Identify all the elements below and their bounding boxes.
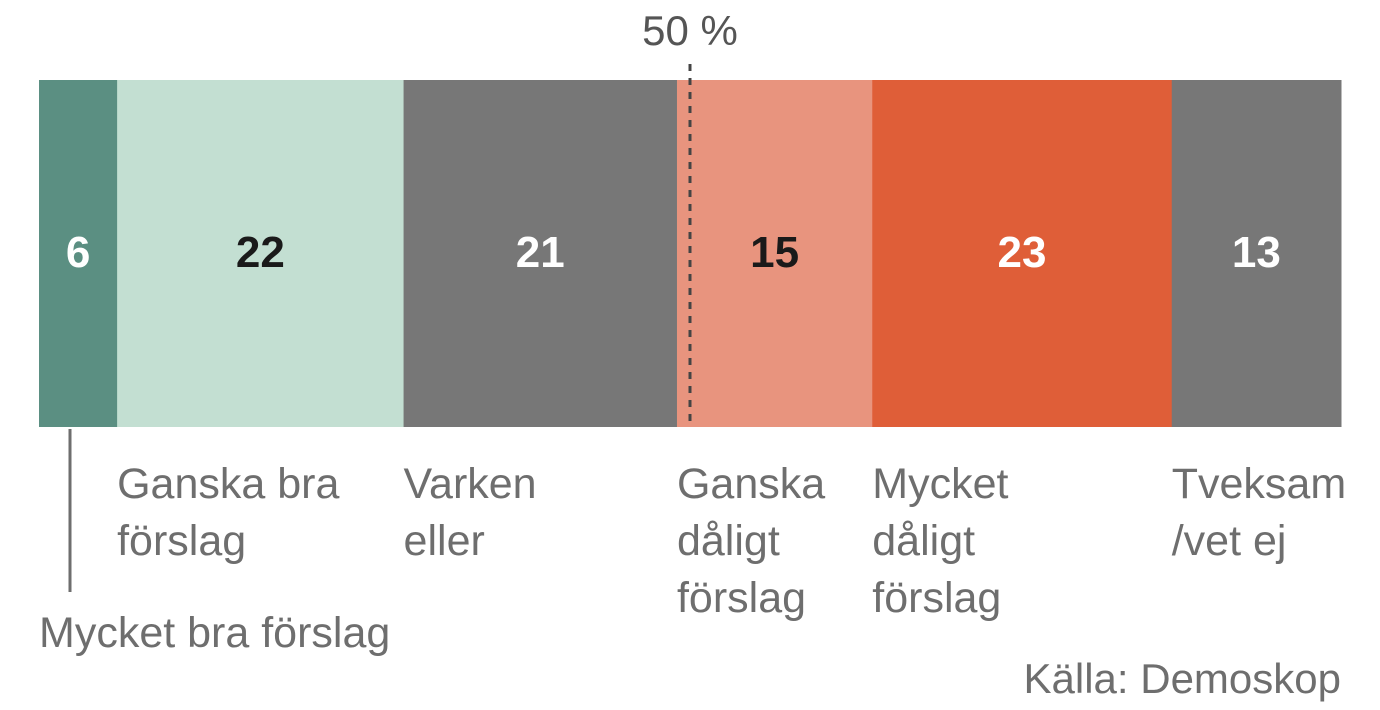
category-label-1: Mycket bra förslag <box>39 609 390 657</box>
category-label-3: Varken eller <box>404 460 537 565</box>
value-label-2: 22 <box>236 228 285 277</box>
source-note: Källa: Demoskop <box>1024 655 1341 702</box>
bar-segment-2 <box>117 80 405 427</box>
bar-segment-3 <box>403 80 678 427</box>
category-labels: Mycket bra förslag Ganska bra förslag Varke… <box>39 460 1346 657</box>
value-label-6: 13 <box>1232 228 1281 277</box>
value-label-5: 23 <box>998 228 1047 277</box>
bar-segments <box>39 80 1342 427</box>
reference-line-label: 50 % <box>642 7 738 54</box>
value-label-4: 15 <box>750 228 799 277</box>
category-label-6: Tveksam/vet ej <box>1172 460 1346 565</box>
category-label-2: Ganska bra förslag <box>117 460 339 565</box>
category-label-5: Mycket dåligt förslag <box>872 460 1008 622</box>
bar-segment-5 <box>872 80 1173 427</box>
bar-segment-4 <box>676 80 873 427</box>
value-labels: 6 22 21 15 23 13 <box>66 228 1281 277</box>
bar-segment-6 <box>1171 80 1342 427</box>
category-label-4: Ganska dåligt förslag <box>677 460 825 622</box>
value-label-3: 21 <box>516 228 565 277</box>
bar-segment-1 <box>39 80 118 427</box>
value-label-1: 6 <box>66 228 90 277</box>
